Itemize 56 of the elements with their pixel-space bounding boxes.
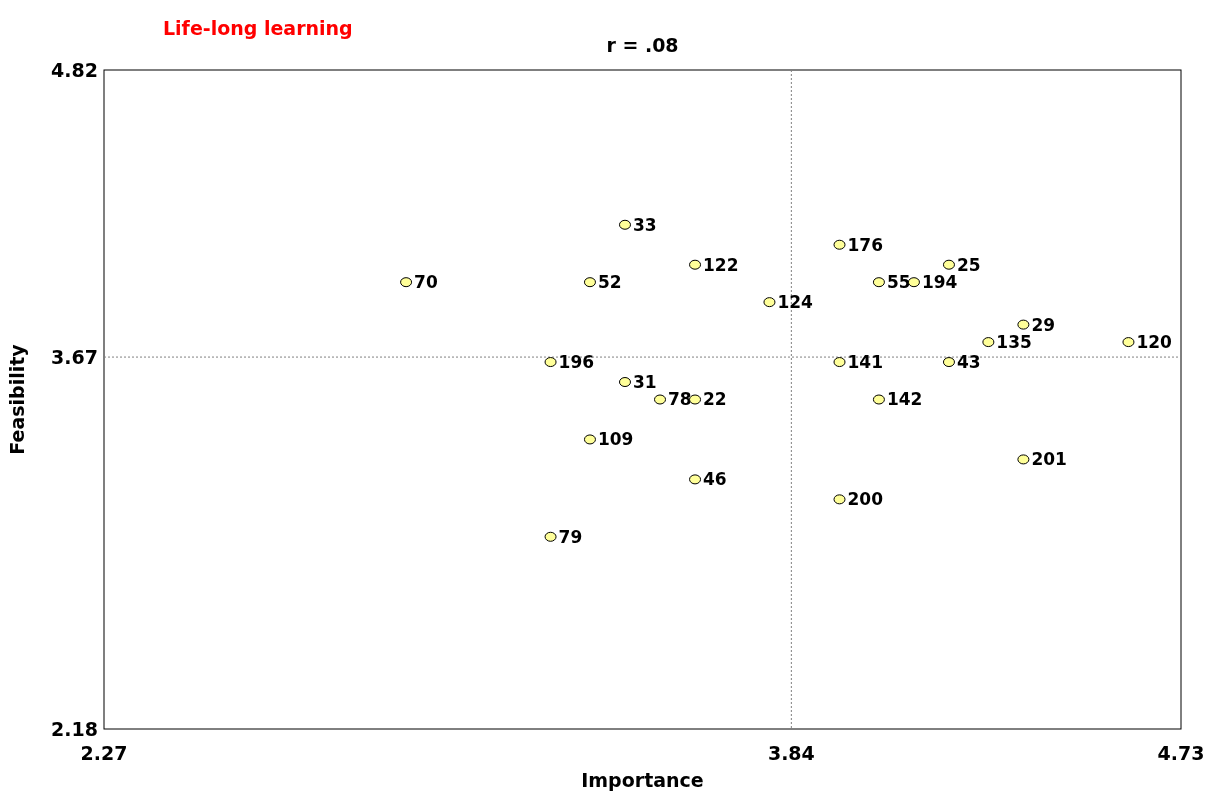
point [942, 259, 955, 270]
y-axis-title: Feasibility [6, 343, 28, 455]
annotation: 52 [597, 272, 622, 293]
point [1017, 454, 1030, 465]
annotation: 194 [921, 272, 958, 293]
annotation: 200 [847, 489, 884, 510]
annotation: 25 [956, 254, 981, 275]
point [689, 474, 702, 485]
annotation: 31 [632, 371, 657, 392]
annotation: 70 [414, 272, 438, 293]
annotation: 43 [956, 352, 981, 373]
chart-title: Life-long learning [163, 17, 353, 39]
point [618, 219, 631, 230]
point [942, 357, 955, 368]
point [689, 259, 702, 270]
y-tick-label: 4.82 [51, 58, 98, 81]
x-tick-label: 4.73 [1157, 742, 1205, 764]
annotation: 29 [1031, 314, 1056, 335]
y-tick-label: 3.67 [51, 345, 98, 368]
point [400, 277, 413, 288]
annotation: 109 [597, 429, 634, 450]
annotation: 33 [632, 214, 657, 235]
annotation: 142 [886, 389, 923, 410]
annotation: 55 [886, 272, 911, 293]
chart-subtitle: r = .08 [606, 34, 679, 56]
point [763, 297, 776, 308]
annotation: 79 [558, 526, 583, 547]
point [982, 337, 995, 348]
annotation: 78 [668, 389, 692, 410]
x-tick-label: 2.27 [80, 742, 128, 764]
point [1122, 337, 1135, 348]
annotation: 22 [703, 389, 727, 410]
point [872, 394, 885, 405]
point [833, 239, 846, 250]
point [618, 377, 631, 388]
annotation: 176 [847, 234, 884, 255]
x-axis-title: Importance [581, 769, 704, 791]
point [583, 434, 596, 445]
annotation: 120 [1136, 332, 1173, 353]
annotation: 124 [777, 292, 814, 313]
point [544, 531, 557, 542]
annotation: 201 [1031, 449, 1067, 470]
annotation: 46 [703, 469, 727, 490]
annotation: 141 [847, 352, 884, 373]
annotation: 196 [558, 352, 595, 373]
point [833, 357, 846, 368]
point [872, 277, 885, 288]
point [833, 494, 846, 505]
point [583, 277, 596, 288]
annotation: 135 [996, 332, 1032, 353]
y-tick-label: 2.18 [51, 717, 98, 740]
x-tick-label: 3.84 [767, 742, 815, 764]
point [544, 357, 557, 368]
point [654, 394, 667, 405]
point [1017, 319, 1030, 330]
annotation: 122 [703, 254, 739, 275]
